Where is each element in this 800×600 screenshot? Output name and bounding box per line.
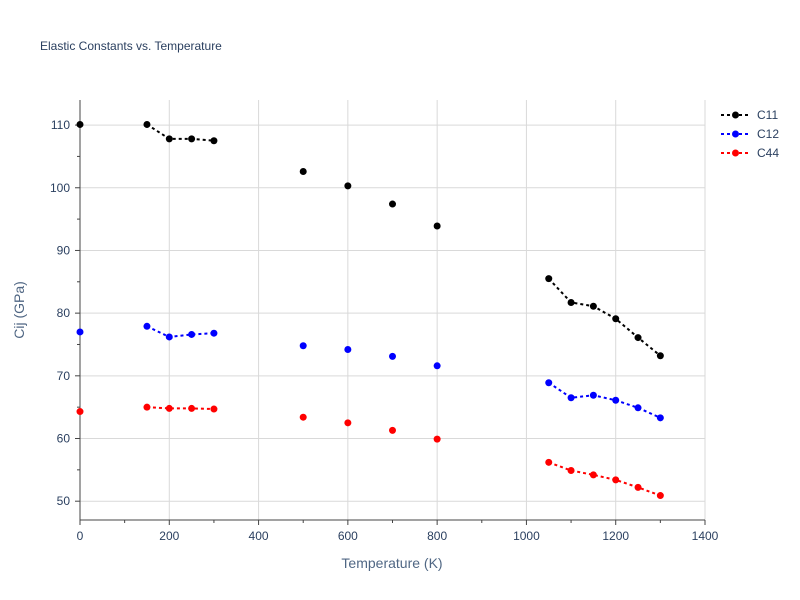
y-tick-label: 110 (51, 118, 70, 132)
data-point[interactable] (589, 302, 597, 310)
data-point[interactable] (76, 408, 84, 416)
data-point[interactable] (389, 200, 396, 208)
x-tick-label: 600 (338, 529, 358, 543)
y-tick-label: 50 (57, 494, 71, 508)
chart-title: Elastic Constants vs. Temperature (40, 39, 222, 53)
x-tick-label: 200 (159, 529, 179, 543)
data-point[interactable] (188, 330, 196, 338)
data-point[interactable] (165, 135, 173, 143)
series-line (146, 325, 214, 338)
series-c12 (76, 322, 664, 422)
y-tick-label: 90 (57, 243, 71, 257)
legend-marker (732, 111, 739, 119)
data-point[interactable] (589, 471, 597, 479)
data-point[interactable] (299, 342, 307, 350)
series-line (548, 461, 661, 497)
y-tick-label: 80 (57, 306, 71, 320)
data-point[interactable] (210, 405, 218, 413)
data-point[interactable] (143, 120, 151, 128)
legend-item-c12[interactable]: C12 (721, 127, 779, 141)
series-line (146, 406, 214, 411)
data-point[interactable] (567, 466, 575, 474)
legend-marker (732, 149, 739, 157)
data-point[interactable] (433, 435, 441, 443)
y-axis-title: Cij (GPa) (11, 281, 27, 339)
x-tick-label: 0 (77, 529, 84, 543)
data-point[interactable] (299, 167, 307, 175)
legend-label: C11 (757, 108, 778, 122)
legend-marker (732, 130, 739, 138)
data-point[interactable] (567, 394, 575, 402)
data-point[interactable] (188, 135, 196, 143)
data-point[interactable] (612, 396, 620, 404)
data-point[interactable] (389, 352, 396, 360)
series-line (146, 123, 215, 142)
data-point[interactable] (344, 182, 352, 190)
data-point[interactable] (433, 362, 441, 370)
data-point[interactable] (76, 328, 84, 336)
x-tick-label: 800 (427, 529, 447, 543)
data-point[interactable] (210, 329, 218, 337)
data-point[interactable] (634, 483, 642, 491)
legend-item-c44[interactable]: C44 (721, 146, 779, 160)
data-point[interactable] (545, 458, 553, 466)
y-tick-label: 100 (50, 181, 70, 195)
data-point[interactable] (143, 403, 151, 411)
data-point[interactable] (344, 419, 352, 427)
x-tick-label: 1400 (692, 529, 719, 543)
series-line (548, 277, 661, 357)
data-point[interactable] (656, 492, 664, 500)
data-point[interactable] (299, 413, 307, 421)
series-c11 (76, 120, 664, 360)
series-line (548, 381, 661, 419)
data-point[interactable] (656, 414, 664, 422)
data-point[interactable] (76, 120, 84, 128)
gridlines (80, 100, 706, 520)
plot-area (76, 120, 664, 500)
legend-label: C44 (757, 146, 779, 160)
data-point[interactable] (545, 379, 553, 387)
data-point[interactable] (656, 352, 664, 360)
x-tick-label: 1200 (602, 529, 629, 543)
axes: 0 200 400 600 800 1000 1200 1400 50 60 70 80 90 100 11… (50, 100, 719, 543)
data-point[interactable] (634, 404, 642, 412)
legend-label: C12 (757, 127, 779, 141)
data-point[interactable] (589, 391, 597, 399)
data-point[interactable] (188, 404, 196, 412)
data-point[interactable] (634, 334, 642, 342)
data-point[interactable] (545, 275, 553, 283)
x-tick-label: 1000 (513, 529, 540, 543)
data-point[interactable] (210, 137, 218, 145)
data-point[interactable] (344, 345, 352, 353)
x-axis-title: Temperature (K) (341, 555, 442, 571)
data-point[interactable] (389, 426, 396, 434)
data-point[interactable] (165, 404, 173, 412)
data-point[interactable] (433, 222, 441, 230)
data-point[interactable] (143, 322, 151, 330)
y-tick-label: 60 (57, 432, 71, 446)
data-point[interactable] (612, 315, 620, 323)
x-tick-label: 400 (249, 529, 269, 543)
y-tick-label: 70 (57, 369, 71, 383)
series-c44 (76, 403, 664, 500)
legend-item-c11[interactable]: C11 (721, 108, 778, 122)
legend: C11 C12 C44 (721, 108, 779, 160)
data-point[interactable] (165, 333, 173, 341)
data-point[interactable] (567, 298, 575, 306)
data-point[interactable] (612, 476, 620, 484)
